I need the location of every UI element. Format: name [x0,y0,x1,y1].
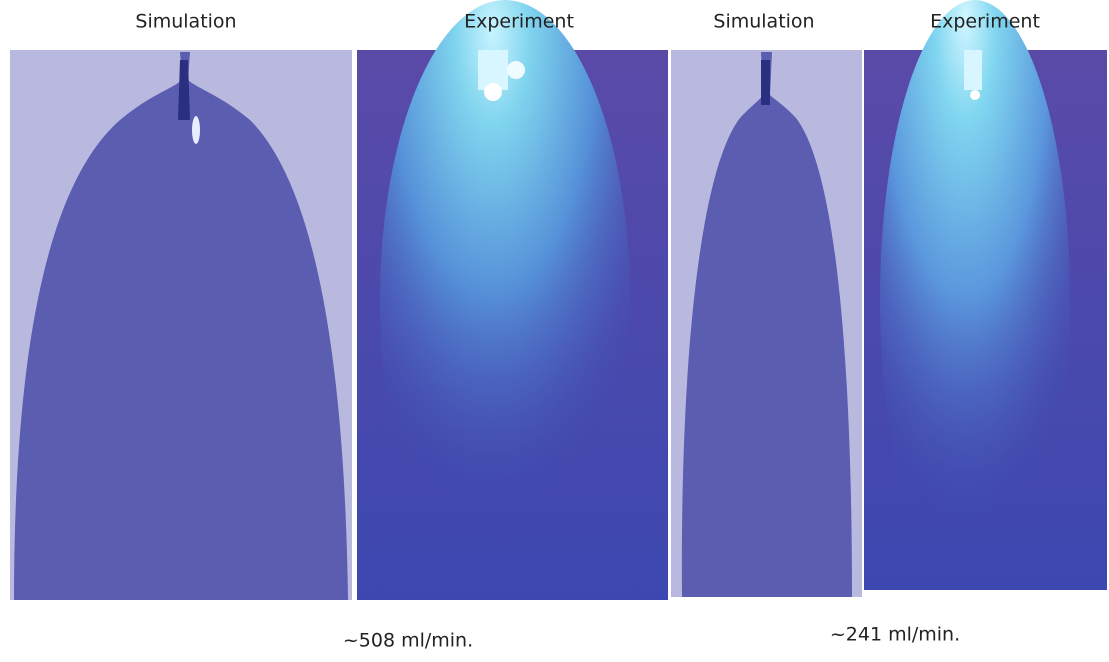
panel-label: Experiment [464,11,574,33]
simulation-panel [10,50,352,600]
caption: ~508 ml/min. [343,630,473,652]
simulation-panel [671,50,862,597]
page: Simulation Experiment Simulation Experim… [0,0,1109,658]
figure: Simulation Experiment Simulation Experim… [0,0,1109,658]
panel-label: Simulation [713,11,814,33]
caption: ~241 ml/min. [830,624,960,646]
panel-label: Experiment [930,11,1040,33]
experiment-panel [357,0,668,600]
panel-label: Simulation [135,11,236,33]
experiment-panel [864,0,1107,600]
